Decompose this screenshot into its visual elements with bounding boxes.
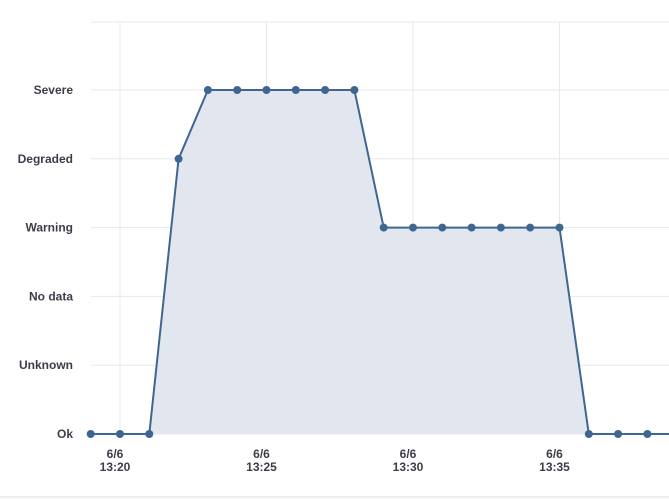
y-tick-label: Degraded	[18, 152, 73, 166]
x-tick-date-label: 6/6	[253, 447, 270, 461]
series-markers	[86, 86, 652, 438]
data-point[interactable]	[526, 223, 535, 232]
data-point[interactable]	[321, 86, 330, 94]
x-tick-time-label: 13:20	[100, 460, 131, 474]
x-axis-labels: 6/613:206/613:256/613:306/613:35	[100, 447, 571, 474]
status-area-fill	[90, 90, 669, 434]
data-point[interactable]	[409, 223, 417, 232]
data-point[interactable]	[555, 223, 564, 232]
data-point[interactable]	[291, 86, 300, 94]
data-point[interactable]	[584, 430, 593, 438]
data-point[interactable]	[643, 430, 652, 438]
data-point[interactable]	[233, 86, 242, 94]
y-tick-label: Unknown	[19, 358, 73, 372]
x-tick-date-label: 6/6	[107, 447, 124, 461]
x-tick-time-label: 13:25	[246, 460, 277, 474]
data-point[interactable]	[467, 223, 476, 232]
data-point[interactable]	[496, 223, 505, 232]
data-point[interactable]	[145, 430, 154, 438]
data-point[interactable]	[262, 86, 271, 94]
y-tick-label: Warning	[25, 221, 73, 235]
data-point[interactable]	[614, 430, 623, 438]
x-tick-date-label: 6/6	[546, 447, 563, 461]
data-point[interactable]	[174, 154, 183, 163]
x-tick-time-label: 13:30	[393, 460, 424, 474]
data-point[interactable]	[116, 430, 124, 438]
y-tick-label: Ok	[57, 427, 73, 441]
data-point[interactable]	[350, 86, 359, 94]
y-axis-labels: Ok Unknown No data Warning Degraded Severe	[18, 83, 74, 441]
x-tick-date-label: 6/6	[400, 447, 417, 461]
data-point[interactable]	[86, 430, 95, 438]
x-tick-time-label: 13:35	[539, 460, 570, 474]
data-point[interactable]	[438, 223, 447, 232]
y-tick-label: Severe	[34, 83, 74, 97]
data-point[interactable]	[203, 86, 212, 94]
y-tick-label: No data	[29, 289, 73, 303]
data-point[interactable]	[379, 223, 388, 232]
